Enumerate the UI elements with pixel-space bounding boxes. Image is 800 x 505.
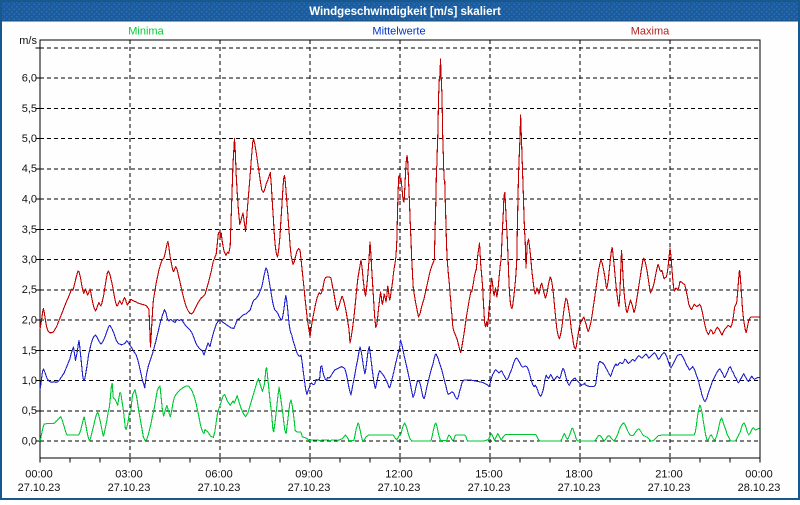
svg-text:5,5: 5,5 [22, 103, 37, 115]
svg-text:4,0: 4,0 [22, 194, 37, 206]
svg-text:Maxima: Maxima [631, 26, 670, 38]
svg-text:06:00: 06:00 [205, 469, 233, 481]
svg-text:09:00: 09:00 [295, 469, 323, 481]
svg-text:2,0: 2,0 [22, 315, 37, 327]
svg-text:18:00: 18:00 [565, 469, 593, 481]
svg-text:1,5: 1,5 [22, 345, 37, 357]
svg-text:03:00: 03:00 [115, 469, 143, 481]
svg-text:Mittelwerte: Mittelwerte [372, 26, 425, 38]
svg-text:6,0: 6,0 [22, 73, 37, 85]
svg-text:15:00: 15:00 [475, 469, 503, 481]
svg-text:00:00: 00:00 [25, 469, 53, 481]
svg-text:4,5: 4,5 [22, 163, 37, 175]
svg-text:3,0: 3,0 [22, 254, 37, 266]
svg-text:27.10.23: 27.10.23 [648, 482, 691, 494]
svg-text:2,5: 2,5 [22, 284, 37, 296]
svg-text:Windgeschwindigkeit [m/s] skal: Windgeschwindigkeit [m/s] skaliert [309, 6, 501, 18]
svg-text:m/s: m/s [19, 35, 37, 47]
svg-text:27.10.23: 27.10.23 [468, 482, 511, 494]
svg-text:28.10.23: 28.10.23 [738, 482, 781, 494]
svg-text:5,0: 5,0 [22, 133, 37, 145]
svg-text:27.10.23: 27.10.23 [108, 482, 151, 494]
svg-text:27.10.23: 27.10.23 [558, 482, 601, 494]
svg-text:27.10.23: 27.10.23 [378, 482, 421, 494]
svg-text:3,5: 3,5 [22, 224, 37, 236]
svg-text:0,0: 0,0 [22, 436, 37, 448]
svg-text:00:00: 00:00 [745, 469, 773, 481]
svg-text:0,5: 0,5 [22, 405, 37, 417]
svg-text:12:00: 12:00 [385, 469, 413, 481]
svg-text:27.10.23: 27.10.23 [198, 482, 241, 494]
svg-text:21:00: 21:00 [655, 469, 683, 481]
svg-text:27.10.23: 27.10.23 [18, 482, 61, 494]
svg-text:1,0: 1,0 [22, 375, 37, 387]
svg-text:27.10.23: 27.10.23 [288, 482, 331, 494]
svg-text:Minima: Minima [128, 26, 164, 38]
